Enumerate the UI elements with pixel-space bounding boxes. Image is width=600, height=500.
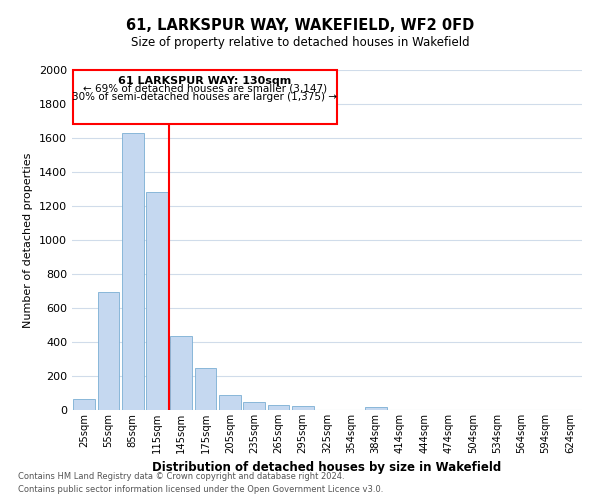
Y-axis label: Number of detached properties: Number of detached properties (23, 152, 34, 328)
Text: Contains public sector information licensed under the Open Government Licence v3: Contains public sector information licen… (18, 485, 383, 494)
Text: Size of property relative to detached houses in Wakefield: Size of property relative to detached ho… (131, 36, 469, 49)
Text: ← 69% of detached houses are smaller (3,147): ← 69% of detached houses are smaller (3,… (83, 84, 327, 94)
Bar (170, 336, 192, 410)
Bar (194, 368, 217, 410)
Bar (365, 408, 386, 410)
Bar (146, 192, 168, 410)
Bar (73, 70, 337, 124)
Bar (73, 399, 95, 410)
Text: Contains HM Land Registry data © Crown copyright and database right 2024.: Contains HM Land Registry data © Crown c… (18, 472, 344, 481)
Bar (243, 402, 265, 410)
Bar (292, 406, 314, 410)
Bar (122, 133, 143, 410)
Text: 61, LARKSPUR WAY, WAKEFIELD, WF2 0FD: 61, LARKSPUR WAY, WAKEFIELD, WF2 0FD (126, 18, 474, 32)
Text: 30% of semi-detached houses are larger (1,375) →: 30% of semi-detached houses are larger (… (73, 92, 337, 102)
X-axis label: Distribution of detached houses by size in Wakefield: Distribution of detached houses by size … (152, 462, 502, 474)
Bar (219, 395, 241, 410)
Text: 61 LARKSPUR WAY: 130sqm: 61 LARKSPUR WAY: 130sqm (118, 76, 292, 86)
Bar (268, 405, 289, 410)
Bar (97, 292, 119, 410)
